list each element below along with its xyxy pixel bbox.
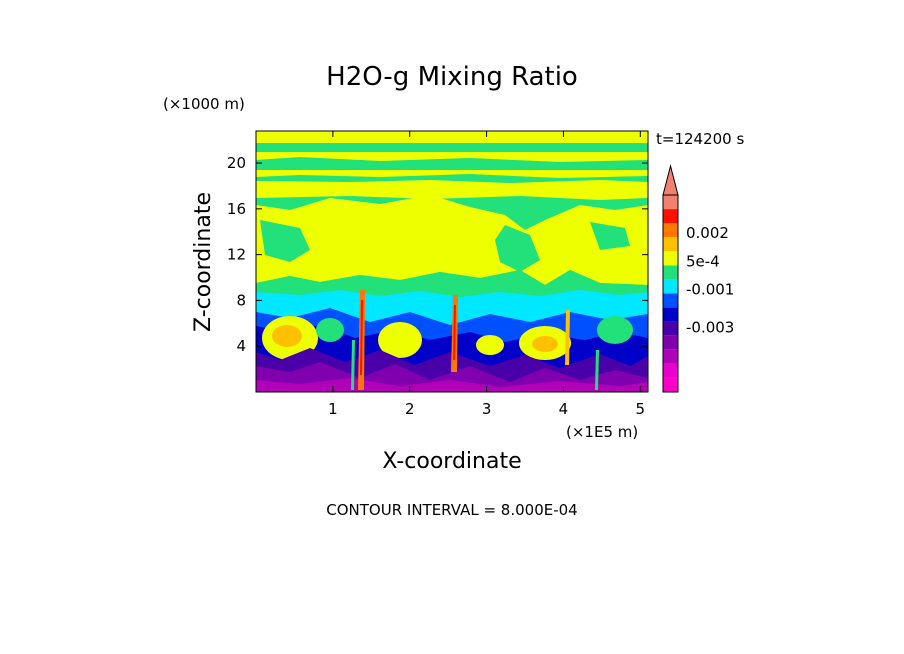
colorbar-swatch <box>663 195 678 210</box>
field-band-4 <box>256 180 648 200</box>
patch-orange-2 <box>532 336 558 352</box>
colorbar-swatch <box>663 237 678 252</box>
y-axis-label: Z-coordinate <box>191 192 216 332</box>
field-top-band-2 <box>256 152 648 162</box>
time-label: t=124200 s <box>656 130 744 148</box>
patch-orange-1 <box>272 325 302 347</box>
patch-green-2 <box>597 316 633 344</box>
x-tick-label: 4 <box>559 400 569 418</box>
plot-frame <box>255 130 649 393</box>
colorbar-swatch <box>663 223 678 238</box>
colorbar-swatch <box>663 265 678 280</box>
y-tick-label: 12 <box>227 246 246 264</box>
colorbar-swatch <box>663 377 678 392</box>
colorbar-swatch <box>663 335 678 350</box>
x-axis: 1 2 3 4 5 <box>328 131 645 418</box>
x-tick-label: 5 <box>636 400 646 418</box>
field-mid-green-1 <box>260 220 310 262</box>
colorbar-swatch <box>663 209 678 224</box>
x-tick-label: 1 <box>328 400 338 418</box>
colorbar-label: -0.001 <box>686 281 734 299</box>
x-tick-label: 3 <box>482 400 492 418</box>
patch-yellow-2 <box>378 322 422 358</box>
colorbar-label: -0.003 <box>686 319 734 337</box>
x-unit-label: (×1E5 m) <box>566 423 638 441</box>
y-unit-label: (×1000 m) <box>163 95 245 113</box>
y-axis: 4 8 12 16 20 <box>227 154 648 355</box>
chart-title: H2O-g Mixing Ratio <box>326 62 578 92</box>
colorbar-swatch <box>663 307 678 322</box>
colorbar-swatch <box>663 251 678 266</box>
colorbar-swatch <box>663 293 678 308</box>
plume-1-core <box>360 300 363 375</box>
colorbar: 0.002 5e-4 -0.001 -0.003 <box>662 164 734 393</box>
plume-2-core <box>453 305 456 360</box>
colorbar-extend-arrow <box>662 164 679 196</box>
patch-green-1 <box>316 318 344 342</box>
contour-interval-footer: CONTOUR INTERVAL = 8.000E-04 <box>326 501 577 519</box>
colorbar-swatch <box>663 349 678 364</box>
plume-5 <box>595 350 599 390</box>
colorbar-label: 0.002 <box>686 224 729 242</box>
x-axis-label: X-coordinate <box>382 449 521 474</box>
field-mid-yellow <box>256 195 648 285</box>
y-tick-label: 16 <box>227 200 246 218</box>
y-tick-label: 20 <box>227 154 246 172</box>
field-mid-green-2 <box>495 225 540 272</box>
plot-area <box>255 130 649 393</box>
field-mid-green-3 <box>590 222 630 250</box>
y-tick-label: 8 <box>236 291 246 309</box>
patch-yellow-4 <box>476 335 504 355</box>
field-top-band-1 <box>256 131 648 143</box>
colorbar-swatch <box>663 321 678 336</box>
y-tick-label: 4 <box>236 337 246 355</box>
plume-4 <box>351 340 355 390</box>
x-tick-label: 2 <box>405 400 415 418</box>
colorbar-label: 5e-4 <box>686 252 720 270</box>
field-top-band-3 <box>256 170 648 178</box>
colorbar-swatch <box>663 279 678 294</box>
colorbar-swatch <box>663 363 678 378</box>
plume-3 <box>565 310 570 365</box>
